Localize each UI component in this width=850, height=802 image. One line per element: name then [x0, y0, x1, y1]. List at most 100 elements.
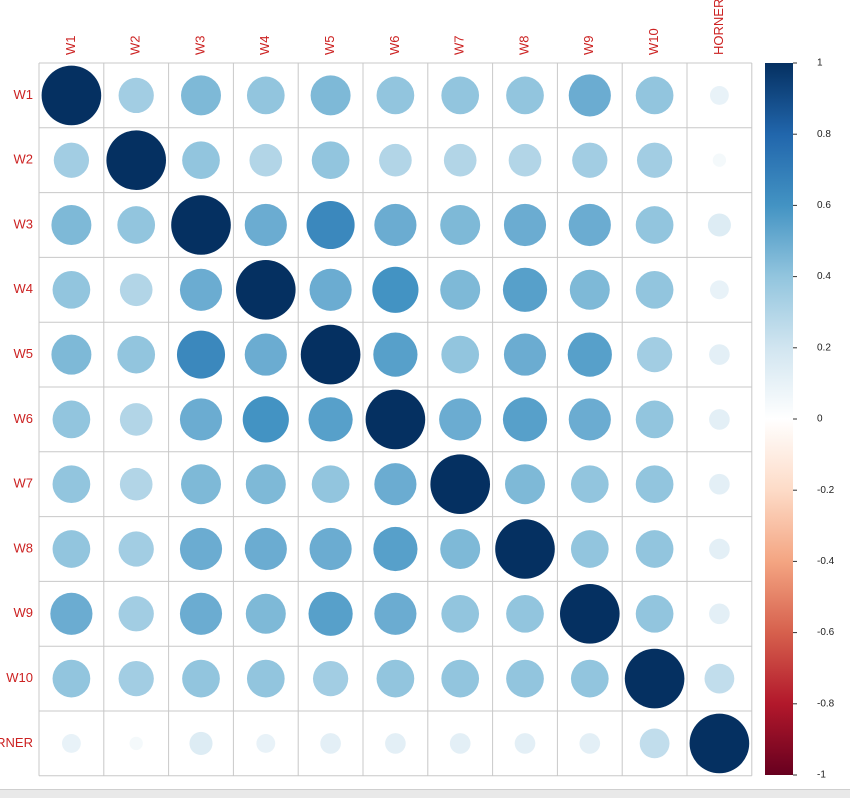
colorbar-tick-label: 0.4 [817, 271, 831, 282]
colorbar-tick-label: 0 [817, 414, 823, 425]
correlation-circle-W1-W3 [181, 75, 221, 116]
correlation-circle-W1-W1 [41, 65, 102, 126]
correlation-circle-W6-W6 [365, 389, 426, 450]
row-label: W2 [14, 152, 34, 167]
correlation-circle-W9-W2 [118, 596, 154, 632]
correlation-circle-HORNER-W2 [129, 736, 143, 751]
correlation-circle-W3-W5 [306, 200, 355, 250]
colorbar-tick-label: 0.6 [817, 200, 831, 211]
colorbar-tick-label: -0.2 [817, 485, 835, 496]
correlation-circle-W4-W10 [635, 270, 674, 309]
correlation-circle-W6-W7 [439, 398, 482, 441]
correlation-circle-W4-HORNER [709, 280, 729, 300]
correlation-circle-W1-W9 [568, 74, 611, 117]
correlation-circle-W1-W8 [506, 76, 544, 115]
column-labels: W1 W2 W3 W4 W5 W6 W7 W8 W9 W10 HORNER [63, 0, 726, 55]
correlation-circle-W4-W1 [52, 270, 91, 309]
correlation-circle-W3-W8 [503, 203, 547, 247]
correlation-circle-HORNER-HORNER [689, 713, 750, 774]
colorbar [765, 63, 793, 775]
column-label: W4 [257, 36, 272, 56]
correlation-circle-HORNER-W9 [579, 733, 601, 754]
correlation-circle-W2-W4 [249, 143, 283, 177]
row-label: W9 [14, 605, 34, 620]
colorbar-tick-label: 1 [817, 58, 823, 69]
column-label: W1 [63, 36, 78, 56]
correlation-circle-W7-W9 [570, 465, 609, 504]
correlation-circle-W1-W7 [441, 76, 480, 115]
correlation-circle-W3-W1 [51, 205, 92, 245]
colorbar-tick-label: 0.8 [817, 129, 831, 140]
column-label: HORNER [711, 0, 726, 55]
correlation-circle-W9-W4 [245, 593, 286, 634]
correlation-circle-HORNER-W5 [320, 733, 341, 754]
correlation-circle-W3-W9 [568, 203, 611, 247]
correlation-circle-W5-W7 [441, 335, 480, 374]
correlation-circle-W8-W5 [309, 527, 352, 571]
correlation-circle-W8-W4 [244, 527, 287, 571]
row-labels: W1 W2 W3 W4 W5 W6 W7 W8 W9 W10 HORNER [0, 87, 33, 750]
correlation-circle-W6-W1 [52, 400, 91, 439]
correlation-circle-W3-W6 [374, 203, 417, 247]
correlation-circle-W8-W3 [179, 527, 223, 571]
correlation-circle-W9-W7 [441, 594, 480, 633]
correlation-circle-W1-HORNER [709, 85, 729, 105]
correlation-circle-W10-W7 [441, 659, 480, 698]
row-label: W5 [14, 346, 34, 361]
correlation-circle-W4-W3 [179, 268, 223, 311]
correlation-circle-W6-W4 [242, 396, 289, 443]
correlation-circle-W5-HORNER [709, 344, 730, 365]
correlation-circle-W10-W1 [52, 659, 91, 698]
correlation-circle-HORNER-W6 [385, 733, 406, 754]
colorbar-tick-label: 0.2 [817, 342, 831, 353]
colorbar-tick-label: -1 [817, 770, 826, 781]
correlation-circle-W10-W9 [570, 659, 609, 698]
correlation-circle-W8-W1 [52, 530, 91, 568]
column-label: W7 [452, 36, 467, 56]
correlation-circle-W2-W10 [636, 142, 673, 178]
correlation-circle-W7-HORNER [709, 473, 730, 495]
row-label: W10 [6, 670, 33, 685]
correlation-circle-W9-W1 [50, 592, 93, 635]
correlation-circle-W2-W3 [182, 141, 220, 180]
correlation-circle-W5-W2 [117, 335, 156, 374]
column-label: W3 [192, 36, 207, 56]
correlation-circle-W9-W6 [374, 592, 417, 635]
correlation-circle-W6-W10 [635, 400, 674, 439]
row-label: HORNER [0, 735, 33, 750]
correlation-circle-W8-HORNER [709, 538, 730, 560]
correlation-circle-HORNER-W1 [61, 733, 81, 753]
correlation-circle-W10-W3 [182, 659, 220, 698]
correlation-circle-HORNER-W3 [189, 731, 213, 755]
correlation-circle-W3-W10 [635, 206, 674, 244]
correlation-circle-W9-W3 [179, 592, 223, 635]
correlation-circle-W2-W7 [443, 143, 477, 177]
correlation-circle-W5-W6 [373, 332, 418, 377]
correlation-circle-W1-W6 [376, 76, 415, 115]
column-label: W10 [646, 28, 661, 55]
correlation-circle-W5-W8 [503, 333, 547, 376]
grid-lines [38, 62, 753, 777]
column-label: W2 [128, 36, 143, 56]
correlation-circle-W5-W3 [176, 330, 226, 379]
correlation-circle-W9-W10 [635, 594, 674, 633]
column-label: W6 [387, 36, 402, 56]
correlation-circle-W5-W5 [300, 324, 361, 385]
correlation-circle-W10-W10 [624, 648, 685, 709]
correlation-circle-W4-W5 [309, 268, 352, 311]
correlation-circle-W4-W8 [502, 267, 548, 312]
correlation-circle-W5-W4 [244, 333, 287, 376]
correlation-circle-W10-W8 [506, 659, 544, 698]
colorbar-tick-label: -0.6 [817, 627, 835, 638]
correlation-circle-W1-W2 [118, 77, 154, 114]
correlation-circle-W1-W5 [310, 75, 351, 116]
correlation-circle-W3-W7 [440, 205, 481, 245]
correlation-circle-W9-W5 [308, 591, 353, 636]
correlation-circle-W4-W2 [119, 273, 153, 307]
correlation-circle-W8-W2 [118, 531, 154, 567]
row-label: W7 [14, 476, 34, 491]
correlation-circle-W9-W9 [559, 583, 620, 644]
correlation-circle-W7-W7 [430, 454, 491, 515]
colorbar-tick-label: -0.4 [817, 556, 835, 567]
